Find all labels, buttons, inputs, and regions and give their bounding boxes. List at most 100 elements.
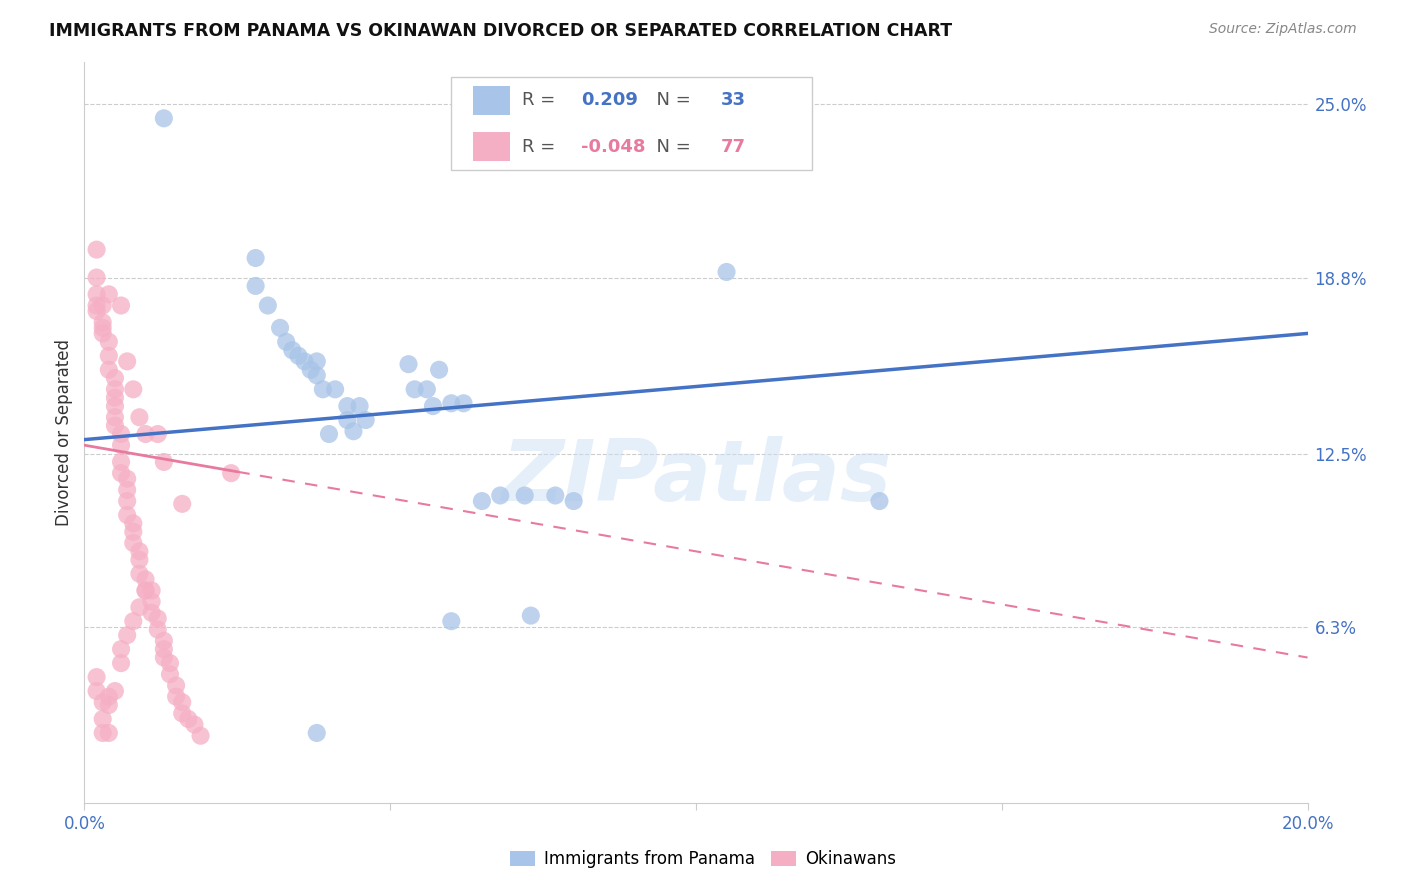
Point [104,418,127,433]
Point [104,382,127,396]
Point [165,678,187,692]
Point [135,583,157,598]
Point [104,410,127,425]
Point [115,354,138,368]
Point [122,614,145,628]
Point [122,524,145,539]
Point [104,371,127,385]
Point [544,488,567,502]
Point [110,298,132,312]
Point [208,0,231,13]
Point [336,413,359,427]
Point [91,726,114,740]
Point [165,690,187,704]
Point [513,488,536,502]
Point [110,642,132,657]
Text: 77: 77 [720,137,745,156]
Point [869,494,891,508]
Point [398,357,420,371]
Point [110,466,132,480]
Point [305,354,328,368]
Text: -0.048: -0.048 [581,137,645,156]
Point [86,304,108,318]
Point [471,494,494,508]
Point [245,279,267,293]
Point [86,670,108,684]
Point [281,343,304,358]
Point [305,726,328,740]
Text: Source: ZipAtlas.com: Source: ZipAtlas.com [1209,22,1357,37]
Point [135,583,157,598]
Point [159,656,181,670]
Point [453,396,475,410]
Point [354,413,377,427]
Text: IMMIGRANTS FROM PANAMA VS OKINAWAN DIVORCED OR SEPARATED CORRELATION CHART: IMMIGRANTS FROM PANAMA VS OKINAWAN DIVOR… [49,22,952,40]
Point [97,363,120,377]
Point [128,600,150,615]
Point [190,729,212,743]
Point [562,494,585,508]
Point [91,321,114,335]
Legend: Immigrants from Panama, Okinawans: Immigrants from Panama, Okinawans [503,844,903,875]
Point [122,382,145,396]
Text: 0.209: 0.209 [581,91,638,110]
Point [287,349,309,363]
Point [342,424,364,438]
Point [172,706,194,721]
Point [146,623,169,637]
Point [135,427,157,442]
Point [245,251,267,265]
Point [153,650,176,665]
Point [520,608,543,623]
Point [86,298,108,312]
Point [440,614,463,628]
Point [257,298,280,312]
Point [91,695,114,709]
Point [110,438,132,452]
Point [115,494,138,508]
Point [110,427,132,442]
Point [104,391,127,405]
Point [128,544,150,558]
Point [141,606,163,620]
Point [172,695,194,709]
Point [153,455,176,469]
Text: 33: 33 [720,91,745,110]
Point [86,684,108,698]
Point [716,265,738,279]
Point [122,516,145,531]
Point [128,566,150,581]
Point [122,536,145,550]
Point [91,315,114,329]
Point [153,642,176,657]
Point [318,427,340,442]
Point [336,399,359,413]
Point [299,363,322,377]
Point [146,611,169,625]
Point [153,633,176,648]
Point [86,287,108,301]
Point [86,243,108,257]
Point [97,690,120,704]
Point [440,396,463,410]
Text: R =: R = [522,91,561,110]
Point [416,382,439,396]
Point [97,698,120,712]
Point [128,553,150,567]
Point [323,382,346,396]
Text: R =: R = [522,137,561,156]
Point [489,488,512,502]
Point [153,112,176,126]
Point [91,326,114,341]
Point [97,726,120,740]
Point [115,483,138,497]
FancyBboxPatch shape [451,78,813,169]
Point [183,717,205,731]
Text: N =: N = [644,91,696,110]
Point [159,667,181,681]
Point [86,270,108,285]
Point [97,349,120,363]
Text: N =: N = [644,137,696,156]
Point [91,298,114,312]
Point [269,321,291,335]
